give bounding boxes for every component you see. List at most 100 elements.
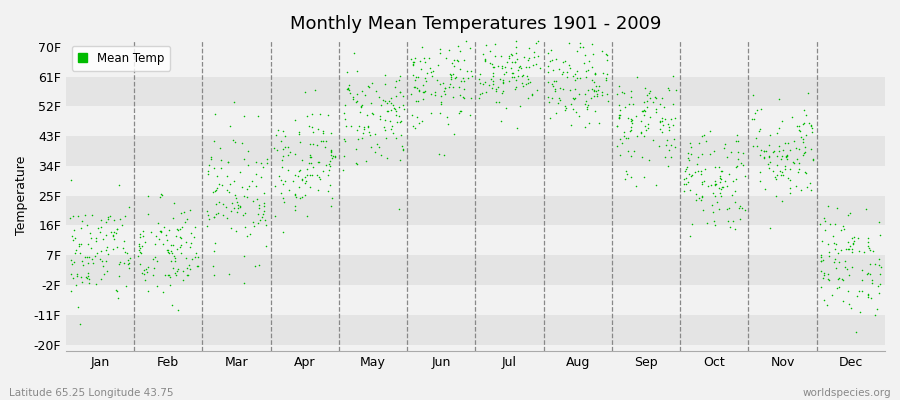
Point — [177, 208, 192, 215]
Point — [587, 79, 601, 86]
Point — [530, 87, 544, 93]
Bar — [66, 106, 885, 136]
Point — [252, 262, 266, 268]
Point — [753, 169, 768, 175]
Point — [624, 116, 638, 122]
Point — [769, 176, 783, 182]
Point — [714, 176, 728, 182]
Point — [868, 312, 883, 318]
Point — [377, 124, 392, 130]
Point — [113, 216, 128, 222]
Point — [84, 235, 98, 241]
Point — [113, 259, 128, 266]
Point — [629, 74, 643, 80]
Point — [478, 55, 492, 62]
Point — [337, 153, 351, 159]
Point — [176, 268, 190, 275]
Point — [208, 110, 222, 117]
Point — [772, 143, 787, 150]
Point — [518, 81, 533, 88]
Point — [544, 30, 559, 36]
Point — [133, 245, 148, 251]
Point — [155, 192, 169, 198]
Point — [586, 51, 600, 57]
Point — [357, 91, 372, 98]
Point — [715, 184, 729, 190]
Point — [733, 216, 747, 222]
Point — [847, 238, 861, 244]
Point — [517, 54, 531, 60]
Point — [136, 228, 150, 234]
Point — [634, 129, 648, 135]
Point — [836, 276, 850, 283]
Point — [662, 147, 676, 153]
Point — [698, 138, 713, 144]
Point — [390, 119, 404, 125]
Point — [620, 135, 634, 141]
Point — [572, 91, 586, 98]
Point — [268, 213, 283, 220]
Point — [404, 91, 419, 98]
Point — [803, 179, 817, 186]
Point — [77, 253, 92, 260]
Point — [133, 250, 148, 256]
Point — [101, 250, 115, 257]
Point — [255, 214, 269, 221]
Point — [871, 283, 886, 289]
Point — [446, 130, 461, 137]
Point — [849, 328, 863, 335]
Point — [228, 192, 242, 198]
Point — [478, 58, 492, 64]
Text: Latitude 65.25 Longitude 43.75: Latitude 65.25 Longitude 43.75 — [9, 388, 174, 398]
Point — [93, 256, 107, 262]
Point — [453, 48, 467, 54]
Point — [81, 240, 95, 247]
Point — [87, 253, 102, 259]
Point — [208, 240, 222, 246]
Point — [722, 171, 736, 177]
Point — [830, 204, 844, 211]
Point — [341, 84, 356, 91]
Point — [851, 235, 866, 241]
Point — [594, 89, 608, 95]
Point — [140, 264, 155, 270]
Point — [579, 74, 593, 80]
Point — [212, 199, 226, 205]
Point — [588, 70, 602, 77]
Point — [417, 55, 431, 61]
Point — [683, 144, 698, 150]
Point — [302, 184, 317, 190]
Point — [252, 202, 266, 208]
Point — [112, 273, 127, 279]
Point — [552, 66, 566, 72]
Point — [487, 64, 501, 70]
Point — [405, 61, 419, 68]
Point — [668, 114, 682, 121]
Point — [861, 270, 876, 276]
Point — [433, 50, 447, 56]
Point — [548, 110, 562, 116]
Point — [159, 231, 174, 238]
Point — [274, 164, 289, 170]
Point — [496, 77, 510, 84]
Point — [304, 110, 319, 117]
Point — [600, 57, 615, 64]
Point — [590, 86, 605, 93]
Point — [863, 247, 878, 253]
Point — [287, 150, 302, 157]
Point — [749, 134, 763, 141]
Point — [652, 101, 667, 108]
Point — [164, 258, 178, 264]
Point — [738, 172, 752, 179]
Point — [568, 86, 582, 92]
Point — [356, 130, 371, 136]
Point — [150, 283, 165, 289]
Point — [530, 38, 544, 44]
Point — [430, 77, 445, 83]
Point — [556, 58, 571, 65]
Point — [662, 86, 676, 93]
Point — [354, 104, 368, 110]
Point — [472, 76, 486, 82]
Point — [424, 68, 438, 75]
Point — [694, 168, 708, 174]
